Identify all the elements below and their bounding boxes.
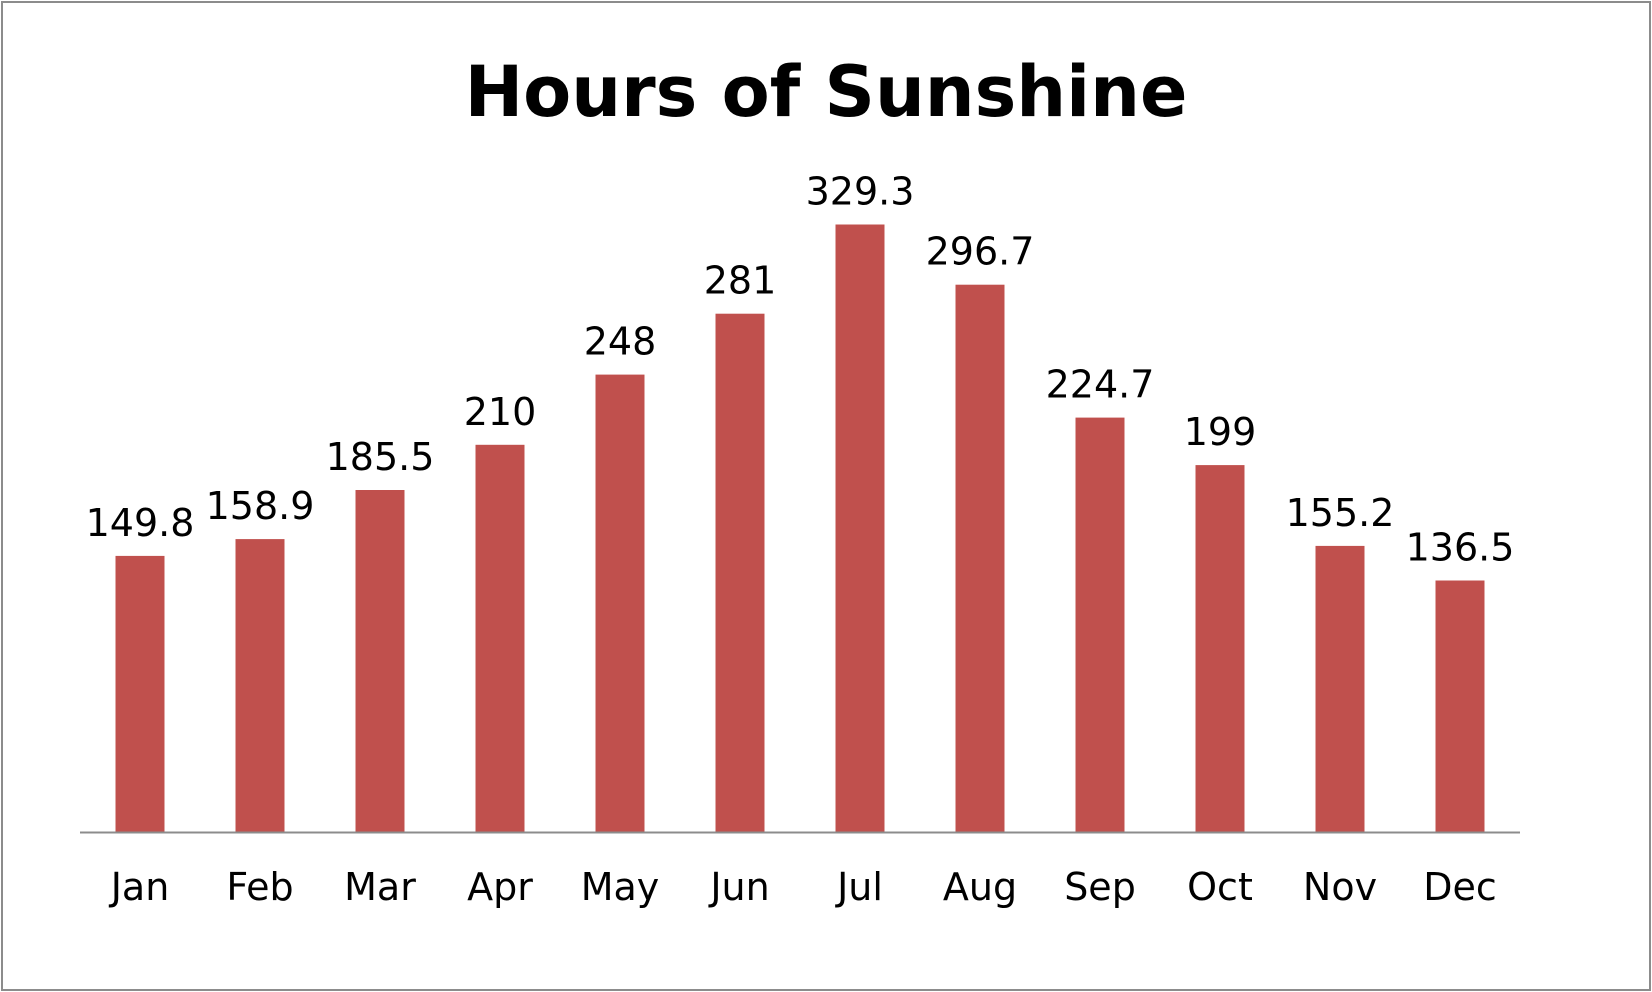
x-tick-label-jun: Jun <box>708 865 769 909</box>
bar-jan <box>115 555 165 833</box>
bar-feb <box>235 539 285 833</box>
data-label-may: 248 <box>584 320 657 364</box>
x-tick-label-aug: Aug <box>943 865 1017 909</box>
x-tick-label-mar: Mar <box>344 865 416 909</box>
data-label-mar: 185.5 <box>326 435 435 479</box>
x-tick-labels-group: Jan Feb Mar Apr May Jun Jul Aug Sep Oct Nov Dec <box>109 865 1497 909</box>
bar-jul <box>835 224 885 833</box>
x-tick-label-feb: Feb <box>226 865 293 909</box>
data-label-feb: 158.9 <box>206 484 315 528</box>
x-tick-label-sep: Sep <box>1064 865 1136 909</box>
data-label-sep: 224.7 <box>1046 363 1155 407</box>
bar-sep <box>1075 417 1125 833</box>
data-label-dec: 136.5 <box>1406 526 1515 570</box>
data-label-jun: 281 <box>704 259 777 303</box>
bar-oct <box>1195 465 1245 833</box>
data-label-jan: 149.8 <box>86 501 195 545</box>
data-label-apr: 210 <box>464 390 537 434</box>
bar-apr <box>475 444 525 833</box>
x-tick-label-apr: Apr <box>467 865 533 909</box>
bar-mar <box>355 490 405 833</box>
bar-dec <box>1435 580 1485 833</box>
data-label-oct: 199 <box>1184 410 1257 454</box>
x-tick-label-jan: Jan <box>109 865 170 909</box>
bar-nov <box>1315 545 1365 833</box>
data-label-nov: 155.2 <box>1286 491 1395 535</box>
bars-group <box>115 224 1485 833</box>
x-tick-label-nov: Nov <box>1303 865 1377 909</box>
data-label-aug: 296.7 <box>926 230 1035 274</box>
x-tick-label-jul: Jul <box>835 865 883 909</box>
bar-jun <box>715 313 765 833</box>
bar-may <box>595 374 645 833</box>
x-tick-label-may: May <box>581 865 660 909</box>
bar-aug <box>955 284 1005 833</box>
chart-title: Hours of Sunshine <box>464 51 1188 133</box>
x-tick-label-oct: Oct <box>1187 865 1253 909</box>
x-tick-label-dec: Dec <box>1423 865 1497 909</box>
data-label-jul: 329.3 <box>806 170 915 214</box>
